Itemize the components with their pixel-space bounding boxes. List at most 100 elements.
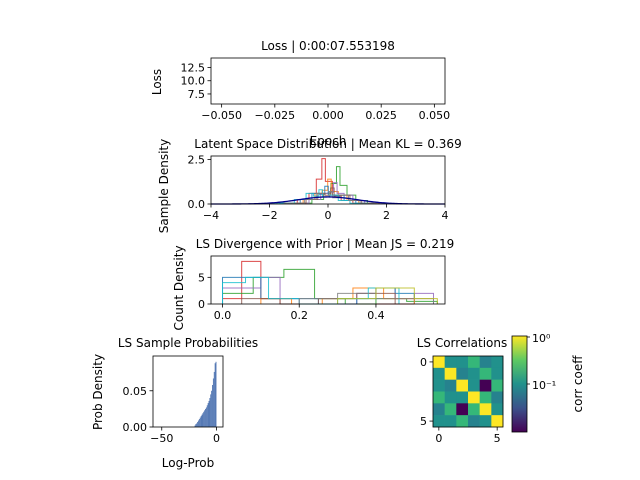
latent-xtick-label: 0 [325, 209, 332, 222]
probabilities-xlabel: Log-Prob [162, 456, 214, 470]
heatmap-cell [444, 403, 457, 416]
probabilities-panel: LS Sample Probabilities Prob Density Log… [91, 336, 258, 470]
loss-panel: Loss | 0:00:07.553198 Loss Epoch −0.050−… [150, 39, 450, 148]
probability-bar [208, 400, 210, 427]
loss-xtick-label: −0.025 [254, 109, 295, 122]
divergence-ylabel: Count Density [172, 245, 186, 330]
probability-bar [207, 403, 209, 427]
probabilities-xtick-label: 0 [213, 432, 220, 445]
correlations-ytick-label: 0 [420, 356, 427, 369]
loss-xtick-label: 0.050 [419, 109, 451, 122]
heatmap-cell [456, 403, 469, 416]
heatmap-cell [456, 415, 469, 428]
probability-bar [194, 425, 196, 427]
heatmap-cell [456, 367, 469, 380]
probability-bar [215, 361, 217, 427]
probability-bar [204, 410, 206, 427]
probability-bar [198, 420, 199, 427]
probabilities-title: LS Sample Probabilities [118, 336, 258, 350]
heatmap-cell [433, 379, 445, 392]
latent-xtick-label: 2 [383, 209, 390, 222]
probability-bar [203, 411, 205, 427]
heatmap-cell [444, 379, 457, 392]
probability-bar [202, 413, 204, 427]
probabilities-xtick-label: −50 [150, 432, 173, 445]
latent-ytick-label: 0.0 [188, 198, 206, 211]
correlations-panel: LS Correlations 0 505 10⁰ 10⁻¹ corr coeff [417, 332, 585, 445]
heatmap-cell [433, 391, 445, 404]
latent-panel: Latent Space Distribution | Mean KL = 0.… [157, 137, 462, 233]
probabilities-ytick-label: 0.05 [123, 385, 148, 398]
probabilities-plot-area [152, 355, 224, 428]
probabilities-ylabel: Prob Density [91, 354, 105, 430]
probability-bar [214, 363, 216, 427]
divergence-title: LS Divergence with Prior | Mean JS = 0.2… [196, 237, 455, 251]
loss-plot-area [210, 57, 446, 105]
heatmap-cell [491, 415, 504, 428]
heatmap-cell [433, 403, 445, 416]
probability-bar [205, 407, 207, 427]
divergence-step-histogram [222, 276, 434, 305]
latent-xtick-label: −2 [261, 209, 277, 222]
heatmap-cell [479, 379, 492, 392]
heatmap-cell [468, 391, 480, 404]
heatmap-cell [468, 356, 480, 369]
divergence-step-histogram [337, 287, 438, 304]
loss-ytick-label: 10.0 [181, 75, 206, 88]
heatmap-cell [479, 415, 492, 428]
loss-title: Loss | 0:00:07.553198 [261, 39, 395, 53]
probabilities-ytick-label: 0.00 [123, 421, 148, 434]
latent-prior-curve [211, 196, 445, 205]
divergence-ytick-label: 0 [198, 298, 205, 311]
heatmap-cell [456, 356, 469, 369]
latent-ylabel: Sample Density [157, 139, 171, 233]
divergence-xtick-label: 0.0 [214, 309, 232, 322]
heatmap-cell [456, 391, 469, 404]
heatmap-cell [479, 367, 492, 380]
heatmap-cell [444, 356, 457, 369]
heatmap-cell [491, 379, 504, 392]
probability-bar [196, 423, 198, 427]
divergence-panel: LS Divergence with Prior | Mean JS = 0.2… [172, 237, 454, 331]
loss-xlabel: Epoch [310, 134, 347, 148]
probability-bar [195, 424, 197, 427]
correlations-title: LS Correlations [417, 336, 508, 350]
probability-bar [211, 390, 213, 427]
colorbar-tick-mid: 10⁻¹ [532, 379, 556, 392]
heatmap-cell [433, 415, 445, 428]
divergence-ytick-label: 5 [198, 271, 205, 284]
heatmap-cell [444, 391, 457, 404]
heatmap-cell [444, 367, 457, 380]
latent-xtick-label: −4 [203, 209, 219, 222]
probability-bar [197, 421, 199, 427]
heatmap-cell [491, 367, 504, 380]
heatmap-cell [479, 391, 492, 404]
heatmap-cell [444, 415, 457, 428]
probability-bar [209, 398, 211, 427]
latent-xtick-label: 4 [442, 209, 449, 222]
correlations-xtick-label: 0 [435, 432, 442, 445]
probability-bar [201, 414, 203, 427]
heatmap-cell [433, 356, 445, 369]
correlations-xtick-label: 5 [494, 432, 501, 445]
heatmap-cell [468, 403, 480, 416]
divergence-step-histogram [222, 276, 400, 305]
heatmap-cell [491, 391, 504, 404]
divergence-xtick-label: 0.2 [290, 309, 308, 322]
probability-bar [212, 384, 213, 427]
colorbar-label: corr coeff [571, 355, 585, 413]
heatmap-cell [468, 379, 480, 392]
correlations-plot-area [432, 355, 504, 428]
divergence-plot-area [210, 255, 446, 305]
latent-ytick-label: 2.5 [188, 154, 206, 167]
heatmap-cell [479, 403, 492, 416]
heatmap-cell [433, 367, 445, 380]
loss-ylabel: Loss [150, 69, 164, 95]
probability-bar [205, 408, 206, 427]
probability-bar [210, 394, 212, 427]
heatmap-cell [491, 403, 504, 416]
loss-ytick-label: 12.5 [181, 62, 206, 75]
latent-title: Latent Space Distribution | Mean KL = 0.… [194, 137, 461, 151]
loss-xtick-label: 0.025 [365, 109, 397, 122]
